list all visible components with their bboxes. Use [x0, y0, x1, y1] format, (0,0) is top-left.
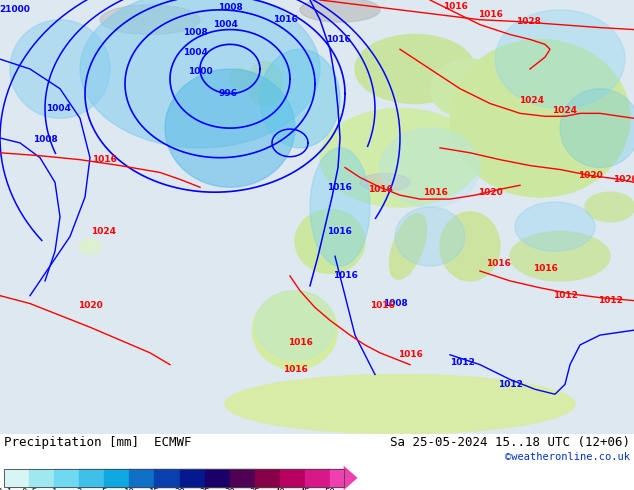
Text: 21000: 21000: [0, 5, 30, 14]
Text: 1004: 1004: [183, 48, 207, 57]
Bar: [29, 469, 55, 487]
Text: 25: 25: [199, 489, 210, 490]
Ellipse shape: [430, 59, 510, 118]
Ellipse shape: [440, 212, 500, 281]
Text: 1016: 1016: [423, 188, 448, 196]
Ellipse shape: [100, 5, 200, 34]
Ellipse shape: [80, 0, 320, 148]
Text: 1024: 1024: [552, 106, 578, 115]
Text: 1016: 1016: [283, 365, 307, 374]
Bar: [79, 469, 105, 487]
Ellipse shape: [495, 10, 625, 108]
Text: 0.1: 0.1: [0, 489, 12, 490]
Text: 1016: 1016: [486, 259, 510, 268]
Text: 45: 45: [299, 489, 310, 490]
Text: 1016: 1016: [288, 339, 313, 347]
Bar: [255, 469, 280, 487]
Ellipse shape: [389, 214, 427, 279]
Text: 1016: 1016: [326, 35, 351, 44]
Text: 1004: 1004: [212, 20, 238, 29]
Bar: [179, 469, 205, 487]
Text: 1016: 1016: [273, 15, 297, 24]
Text: 1016: 1016: [443, 2, 467, 11]
Text: 1016: 1016: [91, 155, 117, 164]
Text: 1020: 1020: [77, 301, 102, 310]
Ellipse shape: [295, 209, 365, 273]
Text: 35: 35: [249, 489, 260, 490]
Ellipse shape: [79, 239, 101, 254]
Text: 1008: 1008: [217, 3, 242, 12]
Text: 1012: 1012: [553, 291, 578, 300]
FancyArrow shape: [344, 466, 358, 490]
Text: 1012: 1012: [498, 380, 522, 389]
Text: 1020: 1020: [477, 188, 502, 196]
Ellipse shape: [380, 128, 480, 207]
Bar: [4, 469, 30, 487]
Ellipse shape: [510, 232, 610, 281]
Text: 1016: 1016: [533, 264, 557, 272]
Bar: [330, 469, 344, 487]
Text: 996: 996: [219, 89, 238, 98]
Text: ©weatheronline.co.uk: ©weatheronline.co.uk: [505, 452, 630, 462]
Bar: [54, 469, 80, 487]
Text: 1016: 1016: [477, 10, 502, 19]
Text: Sa 25-05-2024 15..18 UTC (12+06): Sa 25-05-2024 15..18 UTC (12+06): [390, 436, 630, 449]
Text: Precipitation [mm]  ECMWF: Precipitation [mm] ECMWF: [4, 436, 191, 449]
Text: 1020: 1020: [612, 175, 634, 184]
Text: 1012: 1012: [598, 296, 623, 305]
Text: 40: 40: [275, 489, 285, 490]
Text: 50: 50: [325, 489, 335, 490]
Ellipse shape: [300, 0, 380, 22]
Text: 15: 15: [149, 489, 160, 490]
Text: 1016: 1016: [327, 227, 351, 236]
Ellipse shape: [585, 192, 634, 222]
Ellipse shape: [310, 148, 370, 266]
Text: 1008: 1008: [32, 135, 57, 145]
Ellipse shape: [360, 173, 410, 191]
Text: 2: 2: [77, 489, 82, 490]
Ellipse shape: [225, 374, 575, 434]
Text: 1016: 1016: [368, 185, 392, 194]
Text: 1000: 1000: [188, 68, 212, 76]
Ellipse shape: [320, 108, 480, 207]
Text: 30: 30: [224, 489, 235, 490]
Text: 1024: 1024: [91, 227, 117, 236]
Text: 1028: 1028: [515, 17, 540, 26]
Text: 1024: 1024: [519, 96, 545, 105]
Bar: [305, 469, 330, 487]
Text: 0.5: 0.5: [21, 489, 37, 490]
Text: 1016: 1016: [370, 301, 394, 310]
Text: 1016: 1016: [333, 271, 358, 280]
Text: 10: 10: [124, 489, 135, 490]
Ellipse shape: [10, 20, 110, 118]
Bar: [230, 469, 256, 487]
Text: 1: 1: [51, 489, 57, 490]
Ellipse shape: [515, 202, 595, 251]
Text: 1004: 1004: [46, 104, 70, 113]
Text: 1016: 1016: [327, 183, 351, 192]
Text: 1020: 1020: [578, 171, 602, 180]
Text: 1008: 1008: [383, 299, 408, 308]
Ellipse shape: [165, 69, 295, 187]
Ellipse shape: [230, 68, 250, 90]
Bar: [104, 469, 130, 487]
Bar: [205, 469, 230, 487]
Ellipse shape: [260, 49, 340, 148]
Ellipse shape: [355, 34, 475, 103]
Text: 1012: 1012: [450, 358, 474, 367]
Ellipse shape: [395, 207, 465, 266]
Text: 20: 20: [174, 489, 185, 490]
Text: 1016: 1016: [398, 350, 422, 359]
Bar: [280, 469, 306, 487]
Text: 5: 5: [101, 489, 107, 490]
Text: 1008: 1008: [183, 28, 207, 37]
Bar: [129, 469, 155, 487]
Ellipse shape: [450, 39, 630, 197]
Ellipse shape: [560, 89, 634, 168]
Ellipse shape: [255, 291, 335, 360]
Bar: [155, 469, 180, 487]
Ellipse shape: [252, 291, 337, 369]
Bar: [4, 469, 344, 487]
Ellipse shape: [247, 62, 283, 106]
